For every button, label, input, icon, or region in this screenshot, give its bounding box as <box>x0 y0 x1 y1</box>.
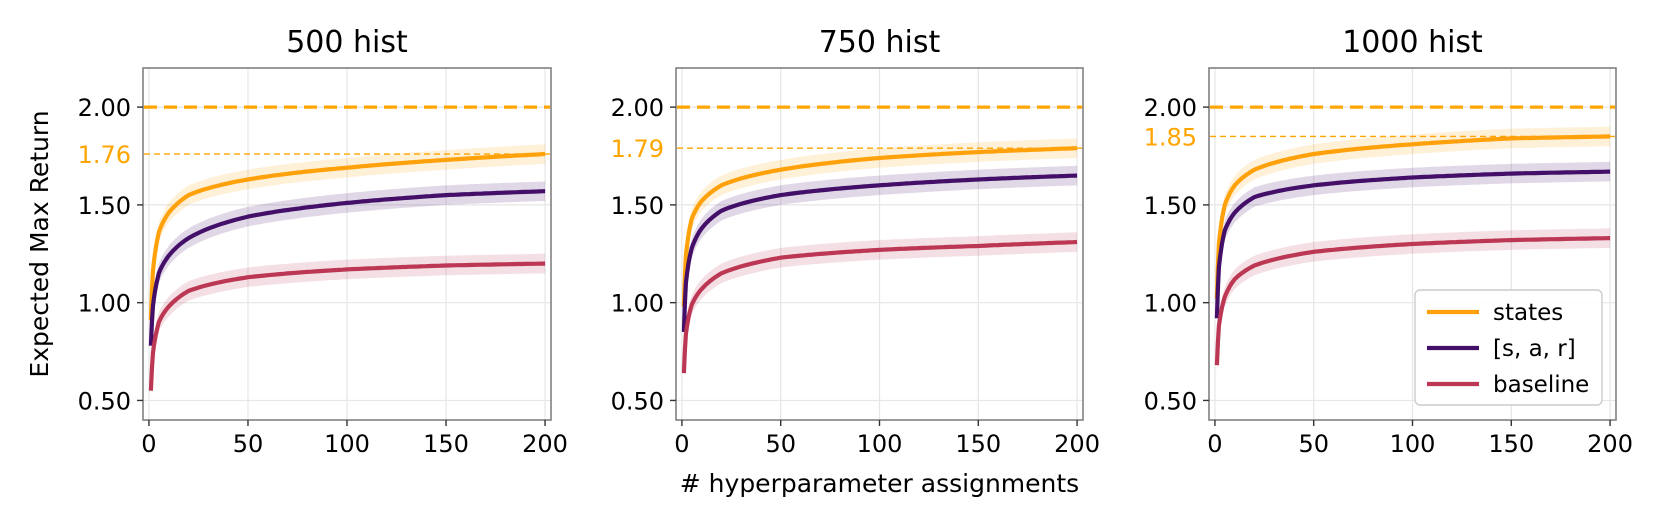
confidence-band-0 <box>683 138 1078 317</box>
series-line-0 <box>148 151 546 321</box>
series-line-2 <box>1214 236 1611 366</box>
y-axis-label: Expected Max Return <box>25 110 54 377</box>
x-tick-label: 100 <box>324 430 370 458</box>
legend: states [s, a, r] baseline <box>1414 289 1603 406</box>
subplot-2: 750 hist 1.79 0 50 100 150 200 0.50 1.00 1.50 2.00… <box>611 25 1100 498</box>
confidence-band-0 <box>150 144 546 330</box>
subplot-3: 1000 hist 1.85 0 50 100 150 200 0.50 1.00 1.50 2.0… <box>1144 25 1633 458</box>
y-tick-label: 2.00 <box>78 94 131 122</box>
y-tick-label: 1.50 <box>611 192 664 220</box>
series-line-2 <box>681 239 1078 374</box>
confidence-band-2 <box>683 232 1078 383</box>
legend-label: states <box>1493 300 1563 326</box>
subplot-title: 750 hist <box>819 25 941 60</box>
y-tick-label: 1.00 <box>611 290 664 318</box>
confidence-band-2 <box>150 253 546 401</box>
y-tick-label: 0.50 <box>1144 387 1197 415</box>
x-tick-label: 200 <box>522 430 568 458</box>
legend-label: [s, a, r] <box>1493 336 1576 362</box>
reference-line-label: 1.76 <box>78 141 131 169</box>
series-line-1 <box>1214 169 1611 319</box>
reference-line-label: 1.85 <box>1144 123 1197 151</box>
confidence-band-1 <box>1216 161 1611 329</box>
x-tick-label: 50 <box>233 430 264 458</box>
y-tick-label: 0.50 <box>78 387 131 415</box>
series-line-2 <box>148 261 546 391</box>
legend-label: baseline <box>1493 372 1589 398</box>
y-tick-label: 1.50 <box>78 192 131 220</box>
y-tick-label: 0.50 <box>611 387 664 415</box>
x-tick-label: 100 <box>1390 430 1436 458</box>
y-tick-label: 2.00 <box>1144 94 1197 122</box>
series-line-1 <box>681 173 1078 333</box>
subplot-title: 1000 hist <box>1342 25 1483 60</box>
series-line-0 <box>681 146 1078 307</box>
x-tick-label: 150 <box>955 430 1001 458</box>
x-tick-label: 100 <box>857 430 903 458</box>
x-tick-label: 0 <box>141 430 156 458</box>
series-line-0 <box>1214 134 1611 299</box>
confidence-band-2 <box>1216 228 1611 375</box>
confidence-band-1 <box>150 181 546 356</box>
x-tick-label: 50 <box>765 430 796 458</box>
x-tick-label: 150 <box>423 430 469 458</box>
x-tick-label: 50 <box>1298 430 1329 458</box>
subplot-1: 500 hist 1.76 0 50 100 150 200 0.50 1.00 1.50 2.00… <box>25 25 568 458</box>
subplot-title: 500 hist <box>286 25 408 60</box>
confidence-band-0 <box>1216 126 1611 309</box>
y-tick-label: 1.00 <box>1144 290 1197 318</box>
x-tick-label: 0 <box>1207 430 1222 458</box>
confidence-band-1 <box>683 165 1078 342</box>
y-tick-label: 1.50 <box>1144 192 1197 220</box>
x-tick-label: 150 <box>1488 430 1534 458</box>
x-tick-label: 0 <box>674 430 689 458</box>
x-axis-label: # hyperparameter assignments <box>680 469 1079 498</box>
y-tick-label: 2.00 <box>611 94 664 122</box>
y-tick-label: 1.00 <box>78 290 131 318</box>
series-line-1 <box>148 189 546 346</box>
x-tick-label: 200 <box>1054 430 1100 458</box>
reference-line-label: 1.79 <box>611 135 664 163</box>
x-tick-label: 200 <box>1587 430 1633 458</box>
legend-frame <box>1414 289 1603 406</box>
